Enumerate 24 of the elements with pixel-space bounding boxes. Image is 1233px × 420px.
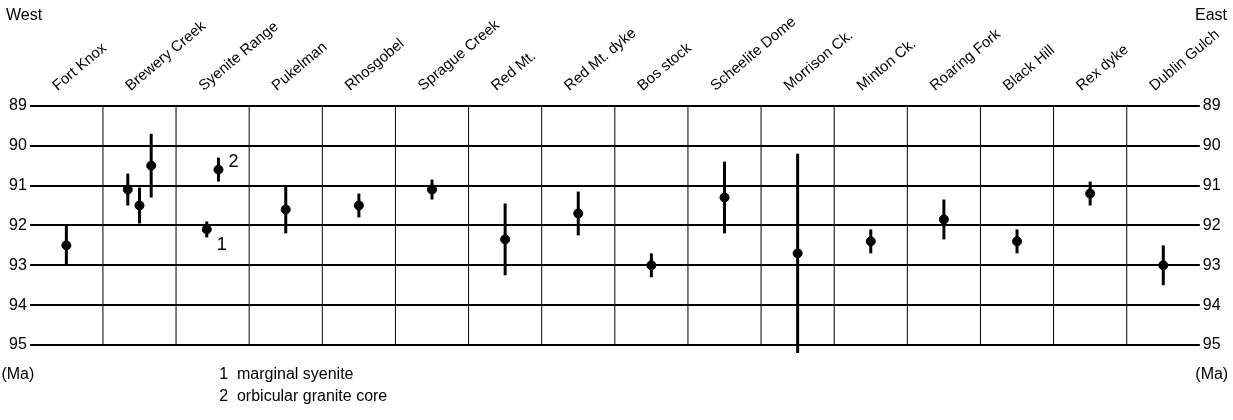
y-axis-title: (Ma) (1, 365, 35, 383)
series-label: 2 (228, 150, 239, 171)
text: West (6, 6, 43, 24)
y2-tick-label: 94 (1202, 295, 1221, 313)
y2-tick-label: 95 (1202, 335, 1221, 353)
text: 1 marginal syenite (219, 365, 354, 383)
x-tick-label: Rex dyke (1072, 40, 1132, 94)
text: 2 orbicular granite core (219, 387, 388, 405)
y2-tick-label: 91 (1202, 175, 1221, 193)
y2-tick-label: 89 (1202, 96, 1221, 114)
y-tick-label: 95 (9, 335, 27, 353)
y2-tick-label: 90 (1202, 136, 1221, 154)
y-tick-label: 93 (9, 255, 27, 273)
y2-tick-label: 92 (1202, 215, 1221, 233)
y-tick-label: 94 (9, 295, 27, 313)
y2-tick-label: 93 (1202, 255, 1221, 273)
y2-axis-title: (Ma) (1195, 365, 1229, 383)
text: East (1194, 6, 1228, 24)
x-tick-label: Red Mt. (487, 46, 539, 94)
y-tick-label: 92 (9, 215, 27, 233)
y-tick-label: 91 (9, 175, 27, 193)
y-tick-label: 89 (9, 96, 27, 114)
series-label: 1 (216, 234, 227, 255)
y-tick-label: 90 (9, 136, 27, 154)
